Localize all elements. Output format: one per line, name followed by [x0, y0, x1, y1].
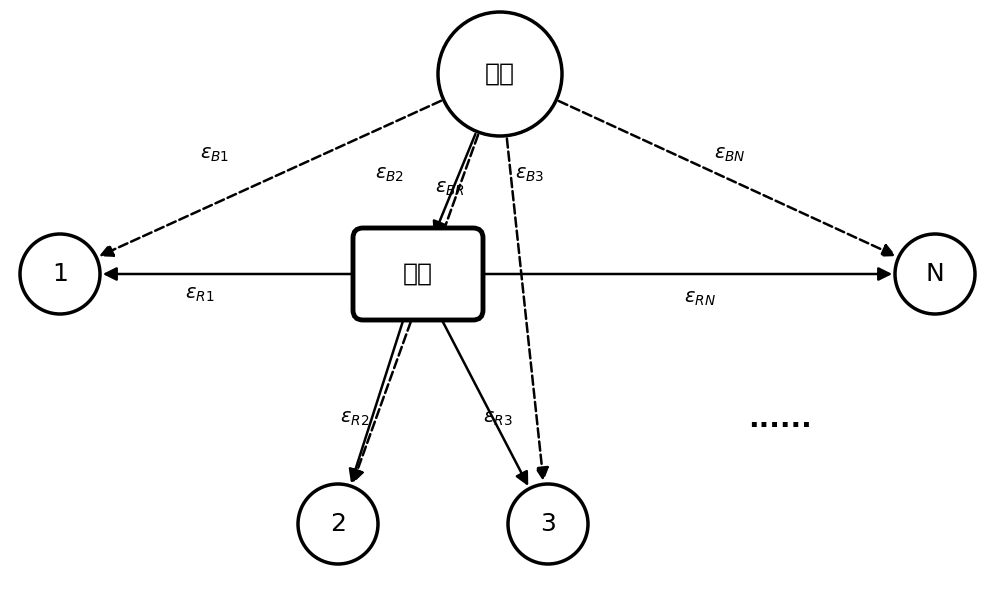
Text: $\varepsilon_{B3}$: $\varepsilon_{B3}$ [515, 164, 545, 184]
Text: $\varepsilon_{R3}$: $\varepsilon_{R3}$ [483, 410, 513, 428]
Text: ......: ...... [748, 405, 812, 433]
Text: $\varepsilon_{RN}$: $\varepsilon_{RN}$ [684, 289, 716, 309]
Text: $\varepsilon_{BN}$: $\varepsilon_{BN}$ [714, 144, 746, 164]
Text: 3: 3 [540, 512, 556, 536]
Text: 基站: 基站 [485, 62, 515, 86]
Text: 中继: 中继 [403, 262, 433, 286]
Circle shape [438, 12, 562, 136]
Circle shape [895, 234, 975, 314]
Text: 1: 1 [52, 262, 68, 286]
Text: $\varepsilon_{B2}$: $\varepsilon_{B2}$ [375, 164, 405, 184]
FancyBboxPatch shape [353, 228, 483, 320]
Text: $\varepsilon_{R2}$: $\varepsilon_{R2}$ [340, 410, 370, 428]
Text: N: N [926, 262, 944, 286]
Text: $\varepsilon_{R1}$: $\varepsilon_{R1}$ [185, 284, 215, 303]
Text: $\varepsilon_{BR}$: $\varepsilon_{BR}$ [435, 179, 465, 199]
Text: $\varepsilon_{B1}$: $\varepsilon_{B1}$ [200, 144, 230, 164]
Circle shape [298, 484, 378, 564]
Circle shape [20, 234, 100, 314]
Circle shape [508, 484, 588, 564]
Text: 2: 2 [330, 512, 346, 536]
